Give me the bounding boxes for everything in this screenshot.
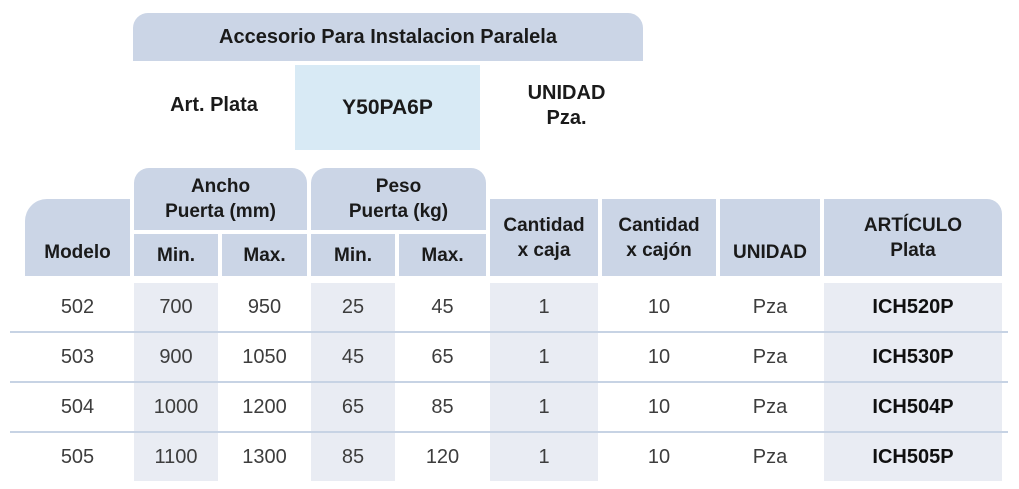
cell-cant-cajon: 10 [647, 395, 671, 418]
table-row: 505 1100 1300 85 120 1 10 Pza ICH505P [10, 433, 1008, 481]
cell-peso-min: 85 [311, 433, 395, 481]
header-ancho-line1: Ancho [190, 176, 251, 197]
header-cajon-line2: x cajón [626, 239, 692, 261]
header-ancho-line2: Puerta (mm) [165, 201, 276, 222]
cell-peso-max: 85 [431, 395, 454, 418]
cell-peso-min: 45 [311, 333, 395, 381]
row-separator [10, 331, 1008, 333]
header-peso-min: Min. [311, 234, 395, 276]
row-separator [10, 381, 1008, 383]
header-articulo-line2: Plata [890, 239, 936, 261]
table-row: 503 900 1050 45 65 1 10 Pza ICH530P [10, 333, 1008, 381]
header-peso-max: Max. [399, 234, 486, 276]
cell-ancho-min: 1100 [134, 433, 218, 481]
cell-unidad: Pza [752, 345, 788, 368]
cell-articulo: ICH530P [824, 333, 1002, 381]
product-code-box: Y50PA6P [295, 65, 480, 150]
table-body: 502 700 950 25 45 1 10 Pza ICH520P 503 9… [10, 283, 1008, 481]
row-separator [10, 431, 1008, 433]
cell-articulo: ICH505P [824, 433, 1002, 481]
header-cajon-line1: Cantidad [618, 214, 700, 236]
product-code: Y50PA6P [342, 95, 433, 119]
cell-modelo: 504 [60, 395, 95, 418]
banner-title: Accesorio Para Instalacion Paralela [133, 13, 643, 61]
cell-peso-max: 45 [431, 295, 454, 318]
unit-block: UNIDAD Pza. [488, 61, 645, 150]
header-articulo-plata: ARTÍCULO Plata [824, 199, 1002, 276]
cell-ancho-max: 950 [247, 295, 282, 318]
header-ancho-min: Min. [134, 234, 218, 276]
table-row: 504 1000 1200 65 85 1 10 Pza ICH504P [10, 383, 1008, 431]
cell-cant-cajon: 10 [647, 345, 671, 368]
cell-cant-caja: 1 [490, 383, 598, 431]
unit-label: UNIDAD [527, 81, 606, 104]
cell-peso-min: 25 [311, 283, 395, 331]
cell-peso-max: 120 [425, 445, 460, 468]
cell-cant-cajon: 10 [647, 295, 671, 318]
header-modelo: Modelo [25, 199, 130, 276]
unit-value: Pza. [546, 106, 587, 129]
header-cantidad-caja: Cantidad x caja [490, 199, 598, 276]
header-caja-line1: Cantidad [503, 214, 585, 236]
header-cantidad-cajon: Cantidad x cajón [602, 199, 716, 276]
cell-peso-max: 65 [431, 345, 454, 368]
cell-cant-caja: 1 [490, 433, 598, 481]
header-peso-line2: Puerta (kg) [348, 201, 449, 222]
cell-ancho-min: 900 [134, 333, 218, 381]
cell-ancho-max: 1050 [242, 345, 287, 368]
art-plata-label: Art. Plata [170, 94, 258, 116]
cell-unidad: Pza [752, 295, 788, 318]
header-modelo-label: Modelo [44, 242, 111, 263]
header-peso-line1: Peso [375, 176, 422, 197]
header-ancho-max: Max. [222, 234, 307, 276]
cell-unidad: Pza [752, 445, 788, 468]
cell-articulo: ICH504P [824, 383, 1002, 431]
cell-modelo: 505 [60, 445, 95, 468]
cell-cant-caja: 1 [490, 333, 598, 381]
cell-ancho-min: 700 [134, 283, 218, 331]
cell-ancho-max: 1300 [242, 445, 287, 468]
cell-peso-min: 65 [311, 383, 395, 431]
cell-cant-caja: 1 [490, 283, 598, 331]
header-articulo-line1: ARTÍCULO [863, 214, 963, 236]
cell-articulo: ICH520P [824, 283, 1002, 331]
cell-ancho-min: 1000 [134, 383, 218, 431]
header-caja-line2: x caja [517, 239, 571, 261]
table-row: 502 700 950 25 45 1 10 Pza ICH520P [10, 283, 1008, 331]
header-unidad: UNIDAD [720, 199, 820, 276]
header-group-ancho-puerta: Ancho Puerta (mm) [134, 168, 307, 230]
cell-unidad: Pza [752, 395, 788, 418]
cell-cant-cajon: 10 [647, 445, 671, 468]
cell-modelo: 502 [60, 295, 95, 318]
cell-ancho-max: 1200 [242, 395, 287, 418]
cell-modelo: 503 [60, 345, 95, 368]
header-group-peso-puerta: Peso Puerta (kg) [311, 168, 486, 230]
